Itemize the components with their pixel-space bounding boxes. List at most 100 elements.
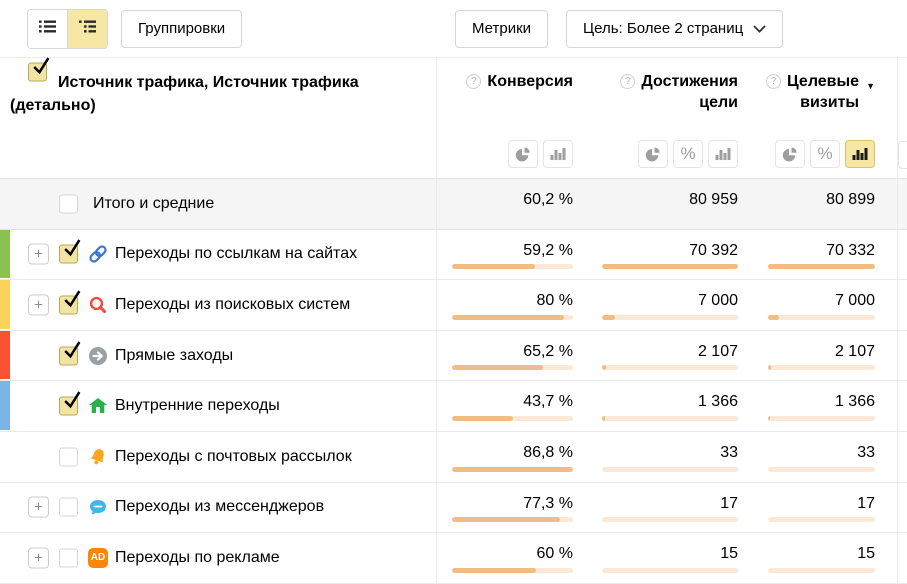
value-bar: [452, 517, 573, 523]
expand-button[interactable]: +: [28, 243, 49, 265]
goal-selector-dropdown[interactable]: Цель: Более 2 страниц: [566, 9, 784, 48]
expand-button[interactable]: +: [28, 496, 49, 518]
expand-button[interactable]: +: [28, 547, 49, 569]
list-icon: [39, 19, 56, 39]
goal-visits-cell: 2 107: [747, 331, 897, 381]
value-bar: [602, 517, 738, 523]
help-icon[interactable]: ?: [766, 74, 782, 89]
goal-visits-cell: 17: [747, 483, 897, 533]
dimension-title: Источник трафика, Источник трафика (дета…: [10, 74, 359, 114]
goal-reaches-cell: 80 959: [689, 191, 738, 208]
value-bar: [452, 567, 573, 573]
chevron-down-icon: [753, 24, 766, 33]
value-bar: [452, 314, 573, 320]
series-color-stripe: [0, 280, 10, 329]
bar-chart-button[interactable]: [708, 140, 738, 168]
table-row: + Переходы из поисковых систем 80 % 7 00…: [0, 280, 907, 331]
goal-visits-cell: 7 000: [747, 280, 897, 330]
column-title-goal-visits[interactable]: Целевые визиты: [787, 73, 860, 111]
column-goal-reaches: ? Достижения цели %: [587, 58, 747, 178]
value-bar: [768, 415, 875, 421]
series-color-stripe: [0, 229, 10, 279]
goal-reaches-cell: 33: [587, 432, 747, 482]
value-bar: [768, 517, 875, 523]
goal-visits-cell: 15: [747, 533, 897, 583]
value-bar: [452, 365, 573, 371]
value-bar: [768, 466, 875, 472]
ad-icon: AD: [88, 547, 108, 568]
conversion-cell: 65,2 %: [437, 331, 587, 381]
goal-reaches-cell: 1 366: [587, 381, 747, 431]
row-label[interactable]: Переходы по рекламе: [115, 548, 280, 566]
column-conversion: ? Конверсия: [437, 58, 587, 178]
row-label[interactable]: Переходы из мессенджеров: [115, 498, 325, 516]
table-row: + Переходы по ссылкам на сайтах 59,2 % 7…: [0, 229, 907, 281]
row-label[interactable]: Переходы из поисковых систем: [115, 295, 351, 313]
conversion-cell: 77,3 %: [437, 483, 587, 533]
pie-chart-button[interactable]: [508, 140, 538, 168]
column-title-conversion[interactable]: Конверсия: [487, 73, 573, 90]
value-bar: [452, 415, 573, 421]
home-icon: [88, 396, 108, 416]
column-goal-visits: ? Целевые визиты ▼ %: [747, 58, 897, 178]
table-row: + Переходы из мессенджеров 77,3 % 17 17: [0, 482, 907, 534]
help-icon[interactable]: ?: [620, 74, 636, 89]
goal-reaches-cell: 70 392: [587, 230, 747, 280]
row-checkbox[interactable]: [59, 340, 81, 366]
tree-view-button[interactable]: [67, 9, 107, 48]
row-checkbox[interactable]: [59, 239, 81, 264]
metrics-button[interactable]: Метрики: [455, 9, 549, 48]
row-checkbox[interactable]: [59, 497, 78, 517]
pie-chart-button[interactable]: [775, 140, 805, 168]
goal-reaches-cell: 17: [587, 483, 747, 533]
bar-chart-button[interactable]: [543, 140, 573, 168]
row-label: Итого и средние: [93, 194, 215, 212]
conversion-cell: 59,2 %: [437, 230, 587, 280]
value-bar: [768, 314, 875, 320]
row-checkbox[interactable]: [59, 391, 81, 416]
select-all-checkbox[interactable]: [28, 57, 50, 82]
row-label[interactable]: Прямые заходы: [115, 346, 234, 364]
toolbar: Группировки Метрики Цель: Более 2 страни…: [0, 0, 907, 57]
goal-reaches-cell: 2 107: [587, 331, 747, 381]
value-bar: [602, 567, 738, 573]
messenger-icon: [88, 497, 108, 517]
tree-icon: [79, 19, 96, 39]
table-header: Источник трафика, Источник трафика (дета…: [0, 57, 907, 179]
table-row: Внутренние переходы 43,7 % 1 366 1 366: [0, 381, 907, 432]
percent-button[interactable]: %: [810, 140, 840, 168]
value-bar: [452, 264, 573, 270]
table-row: Переходы с почтовых рассылок 86,8 % 33 3…: [0, 431, 907, 483]
row-label[interactable]: Переходы с почтовых рассылок: [115, 447, 352, 465]
sort-desc-icon[interactable]: ▼: [866, 81, 875, 91]
search-icon: [88, 295, 108, 315]
row-checkbox[interactable]: [59, 290, 81, 315]
help-icon[interactable]: ?: [466, 74, 482, 89]
pie-chart-button[interactable]: [638, 140, 668, 168]
expand-button[interactable]: +: [28, 294, 49, 316]
row-label[interactable]: Внутренние переходы: [115, 397, 280, 415]
bar-chart-button-selected[interactable]: [845, 140, 875, 168]
view-mode-toggle: [27, 8, 108, 49]
next-column-button-partial[interactable]: [898, 141, 907, 169]
value-bar: [602, 466, 738, 472]
table-row: + AD Переходы по рекламе 60 % 15 15: [0, 533, 907, 584]
groupings-button[interactable]: Группировки: [121, 9, 243, 48]
table-row: Прямые заходы 65,2 % 2 107 2 107: [0, 330, 907, 382]
percent-icon: %: [680, 144, 696, 163]
value-bar: [602, 314, 738, 320]
row-checkbox[interactable]: [59, 447, 78, 467]
goal-reaches-cell: 15: [587, 533, 747, 583]
row-label[interactable]: Переходы по ссылкам на сайтах: [115, 245, 358, 263]
value-bar: [768, 264, 875, 270]
column-title-goal-reaches[interactable]: Достижения цели: [641, 73, 738, 111]
goal-visits-cell: 80 899: [826, 191, 875, 208]
series-color-stripe: [0, 381, 10, 430]
row-checkbox[interactable]: [59, 548, 78, 568]
row-checkbox[interactable]: [59, 194, 78, 214]
bell-icon: [88, 447, 108, 467]
percent-button[interactable]: %: [673, 140, 703, 168]
value-bar: [602, 365, 738, 371]
flat-list-view-button[interactable]: [28, 9, 67, 48]
goal-visits-cell: 1 366: [747, 381, 897, 431]
